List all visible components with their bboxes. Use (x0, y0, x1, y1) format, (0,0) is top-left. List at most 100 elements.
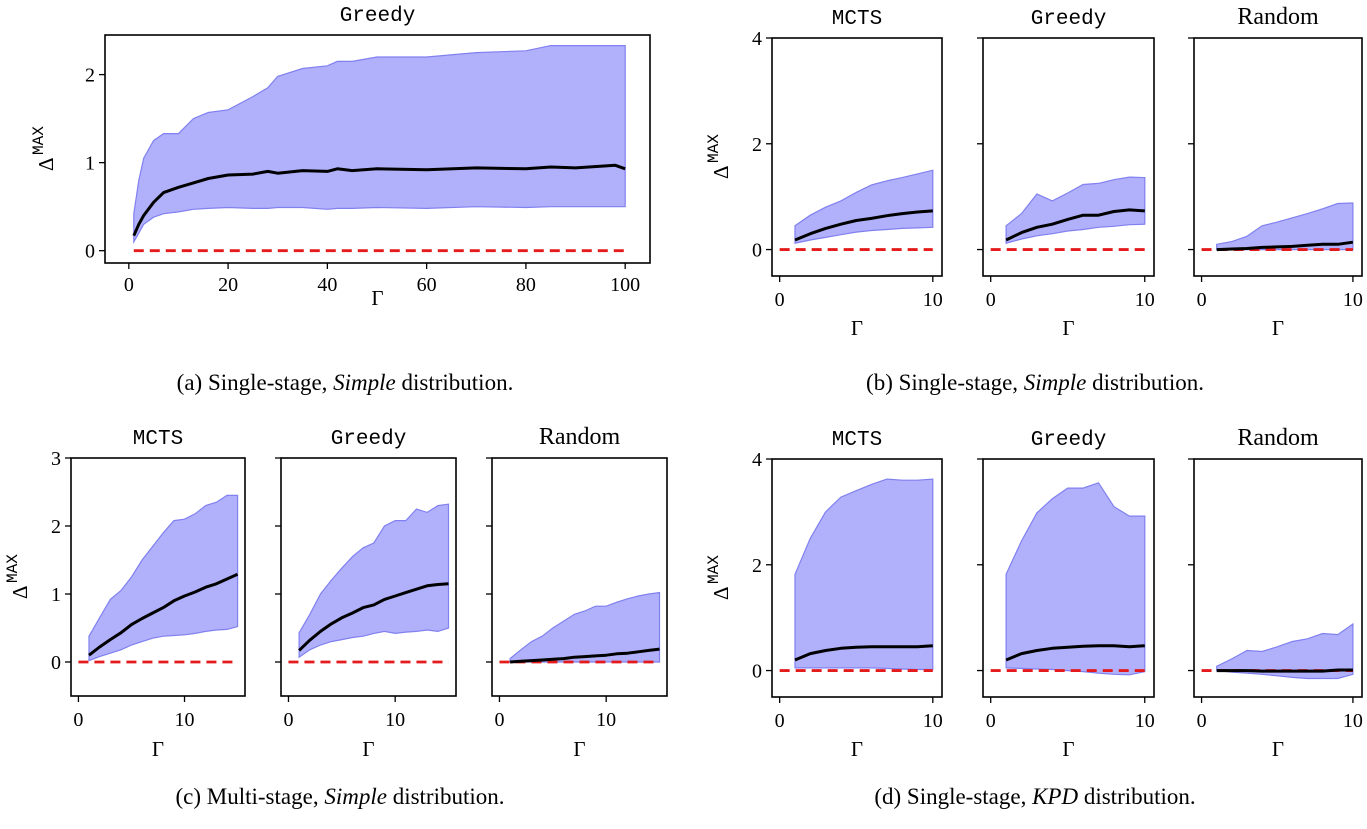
y-axis-label-delta: Δ (34, 157, 58, 171)
x-axis-label: Γ (1062, 316, 1074, 340)
confidence-band (88, 494, 239, 662)
x-tick-label: 60 (417, 274, 437, 296)
subplot-title: Greedy (1031, 429, 1107, 452)
axes-frame (70, 457, 246, 697)
y-tick-label: 2 (85, 65, 95, 87)
subplot-d-random: 0 10 Random Γ (1188, 425, 1363, 761)
x-axis-label: Γ (152, 737, 164, 761)
mean-line (1216, 668, 1353, 673)
x-tick-label: 10 (385, 709, 405, 731)
subplot-c-mcts: 0 10 0 1 2 3 MCTS Γ Δ MAX (4, 428, 246, 761)
y-axis-label: Δ MAX (4, 554, 32, 599)
x-tick-label: 40 (317, 274, 337, 296)
y-tick-label: 0 (85, 241, 95, 263)
y-axis-label-superscript: MAX (705, 555, 723, 584)
panel-a: 0 20 40 60 80 100 0 1 2 Greedy Γ Δ MAX (a) Single-sta… (30, 5, 651, 395)
subplot-title: Greedy (340, 5, 416, 28)
x-tick-label: 0 (283, 709, 293, 731)
subplot-title: Greedy (331, 428, 407, 451)
x-axis-label: Γ (851, 316, 863, 340)
y-tick-label: 1 (51, 584, 61, 606)
y-tick-label: 2 (752, 555, 762, 577)
subplot-c-random: 0 10 Random Γ (486, 424, 668, 761)
x-tick-label: 0 (1197, 710, 1207, 732)
axes-frame (1193, 458, 1363, 698)
y-tick-label: 0 (752, 240, 762, 262)
subplot-title: Random (1237, 4, 1319, 30)
mean-line (794, 209, 933, 242)
caption-prefix: (d) Single-stage, (874, 784, 1032, 809)
x-tick-label: 10 (1343, 289, 1363, 311)
y-tick-label: 4 (752, 28, 762, 50)
mean-line (794, 644, 933, 662)
caption-suffix: distribution. (396, 370, 514, 395)
confidence-band (794, 478, 934, 671)
x-tick-label: 10 (1135, 289, 1155, 311)
x-tick-label: 10 (175, 709, 195, 731)
subplot-d-mcts: 0 10 0 2 4 MCTS Γ Δ MAX (705, 429, 943, 761)
x-tick-label: 10 (1343, 710, 1363, 732)
axes-frame (491, 457, 668, 697)
y-tick-label: 0 (752, 661, 762, 683)
x-tick-label: 0 (986, 289, 996, 311)
subplot-d-greedy: 0 10 Greedy Γ (977, 429, 1155, 761)
x-tick-label: 0 (775, 710, 785, 732)
y-tick-label: 2 (752, 134, 762, 156)
y-axis-label: Δ MAX (30, 126, 58, 171)
caption-distribution: KPD (1031, 784, 1078, 809)
subplot-b-mcts: 0 10 0 2 4 MCTS Γ Δ MAX (705, 8, 943, 340)
caption-distribution: Simple (324, 784, 387, 809)
caption-distribution: Simple (333, 370, 396, 395)
caption-distribution: Simple (1024, 370, 1087, 395)
x-tick-label: 0 (494, 709, 504, 731)
mean-line (1005, 644, 1145, 662)
mean-line (298, 582, 449, 652)
mean-line (132, 163, 626, 237)
axes-frame (771, 458, 943, 698)
y-axis-label-superscript: MAX (705, 134, 723, 163)
x-axis-label: Γ (851, 737, 863, 761)
panel-caption: (d) Single-stage, KPD distribution. (874, 784, 1195, 809)
axes-frame (982, 458, 1155, 698)
axes-frame (280, 457, 457, 697)
axes-frame (1193, 37, 1363, 277)
x-tick-label: 0 (775, 289, 785, 311)
y-axis-label-delta: Δ (709, 165, 733, 179)
y-axis-label: Δ MAX (705, 555, 733, 600)
axes-frame (104, 34, 651, 264)
subplot-title: MCTS (832, 429, 882, 452)
panel-caption: (b) Single-stage, Simple distribution. (866, 370, 1204, 395)
axes-frame (771, 37, 943, 277)
panel-caption: (c) Multi-stage, Simple distribution. (176, 784, 505, 809)
subplot-title: Random (539, 424, 621, 450)
x-tick-label: 10 (596, 709, 616, 731)
panel-caption: (a) Single-stage, Simple distribution. (177, 370, 514, 395)
subplot-b-greedy: 0 10 Greedy Γ (977, 8, 1155, 340)
confidence-band (794, 169, 934, 244)
y-tick-label: 2 (51, 516, 61, 538)
x-tick-label: 20 (218, 274, 238, 296)
caption-prefix: (b) Single-stage, (866, 370, 1024, 395)
confidence-band (133, 45, 626, 245)
mean-line (1216, 240, 1354, 252)
caption-prefix: (a) Single-stage, (177, 370, 333, 395)
x-axis-label: Γ (371, 286, 383, 310)
y-axis-label-superscript: MAX (30, 126, 48, 155)
caption-suffix: distribution. (387, 784, 505, 809)
subplot-title: Greedy (1031, 8, 1107, 31)
subplot-title: MCTS (832, 8, 882, 31)
x-axis-label: Γ (1272, 737, 1284, 761)
x-tick-label: 10 (1135, 710, 1155, 732)
mean-line (88, 572, 239, 657)
panel-d: 0 10 0 2 4 MCTS Γ Δ MAX 0 10 Greedy Γ 0 10 Random Γ (d) S… (705, 425, 1363, 809)
x-tick-label: 0 (986, 710, 996, 732)
x-tick-label: 0 (73, 709, 83, 731)
caption-suffix: distribution. (1086, 370, 1204, 395)
y-axis-label-delta: Δ (709, 586, 733, 600)
x-tick-label: 0 (1197, 289, 1207, 311)
axes-frame (982, 37, 1155, 277)
subplot-a-greedy: 0 20 40 60 80 100 0 1 2 Greedy Γ Δ MAX (30, 5, 651, 310)
subplot-title: Random (1237, 425, 1319, 451)
y-tick-label: 3 (51, 448, 61, 470)
y-axis-label: Δ MAX (705, 134, 733, 179)
